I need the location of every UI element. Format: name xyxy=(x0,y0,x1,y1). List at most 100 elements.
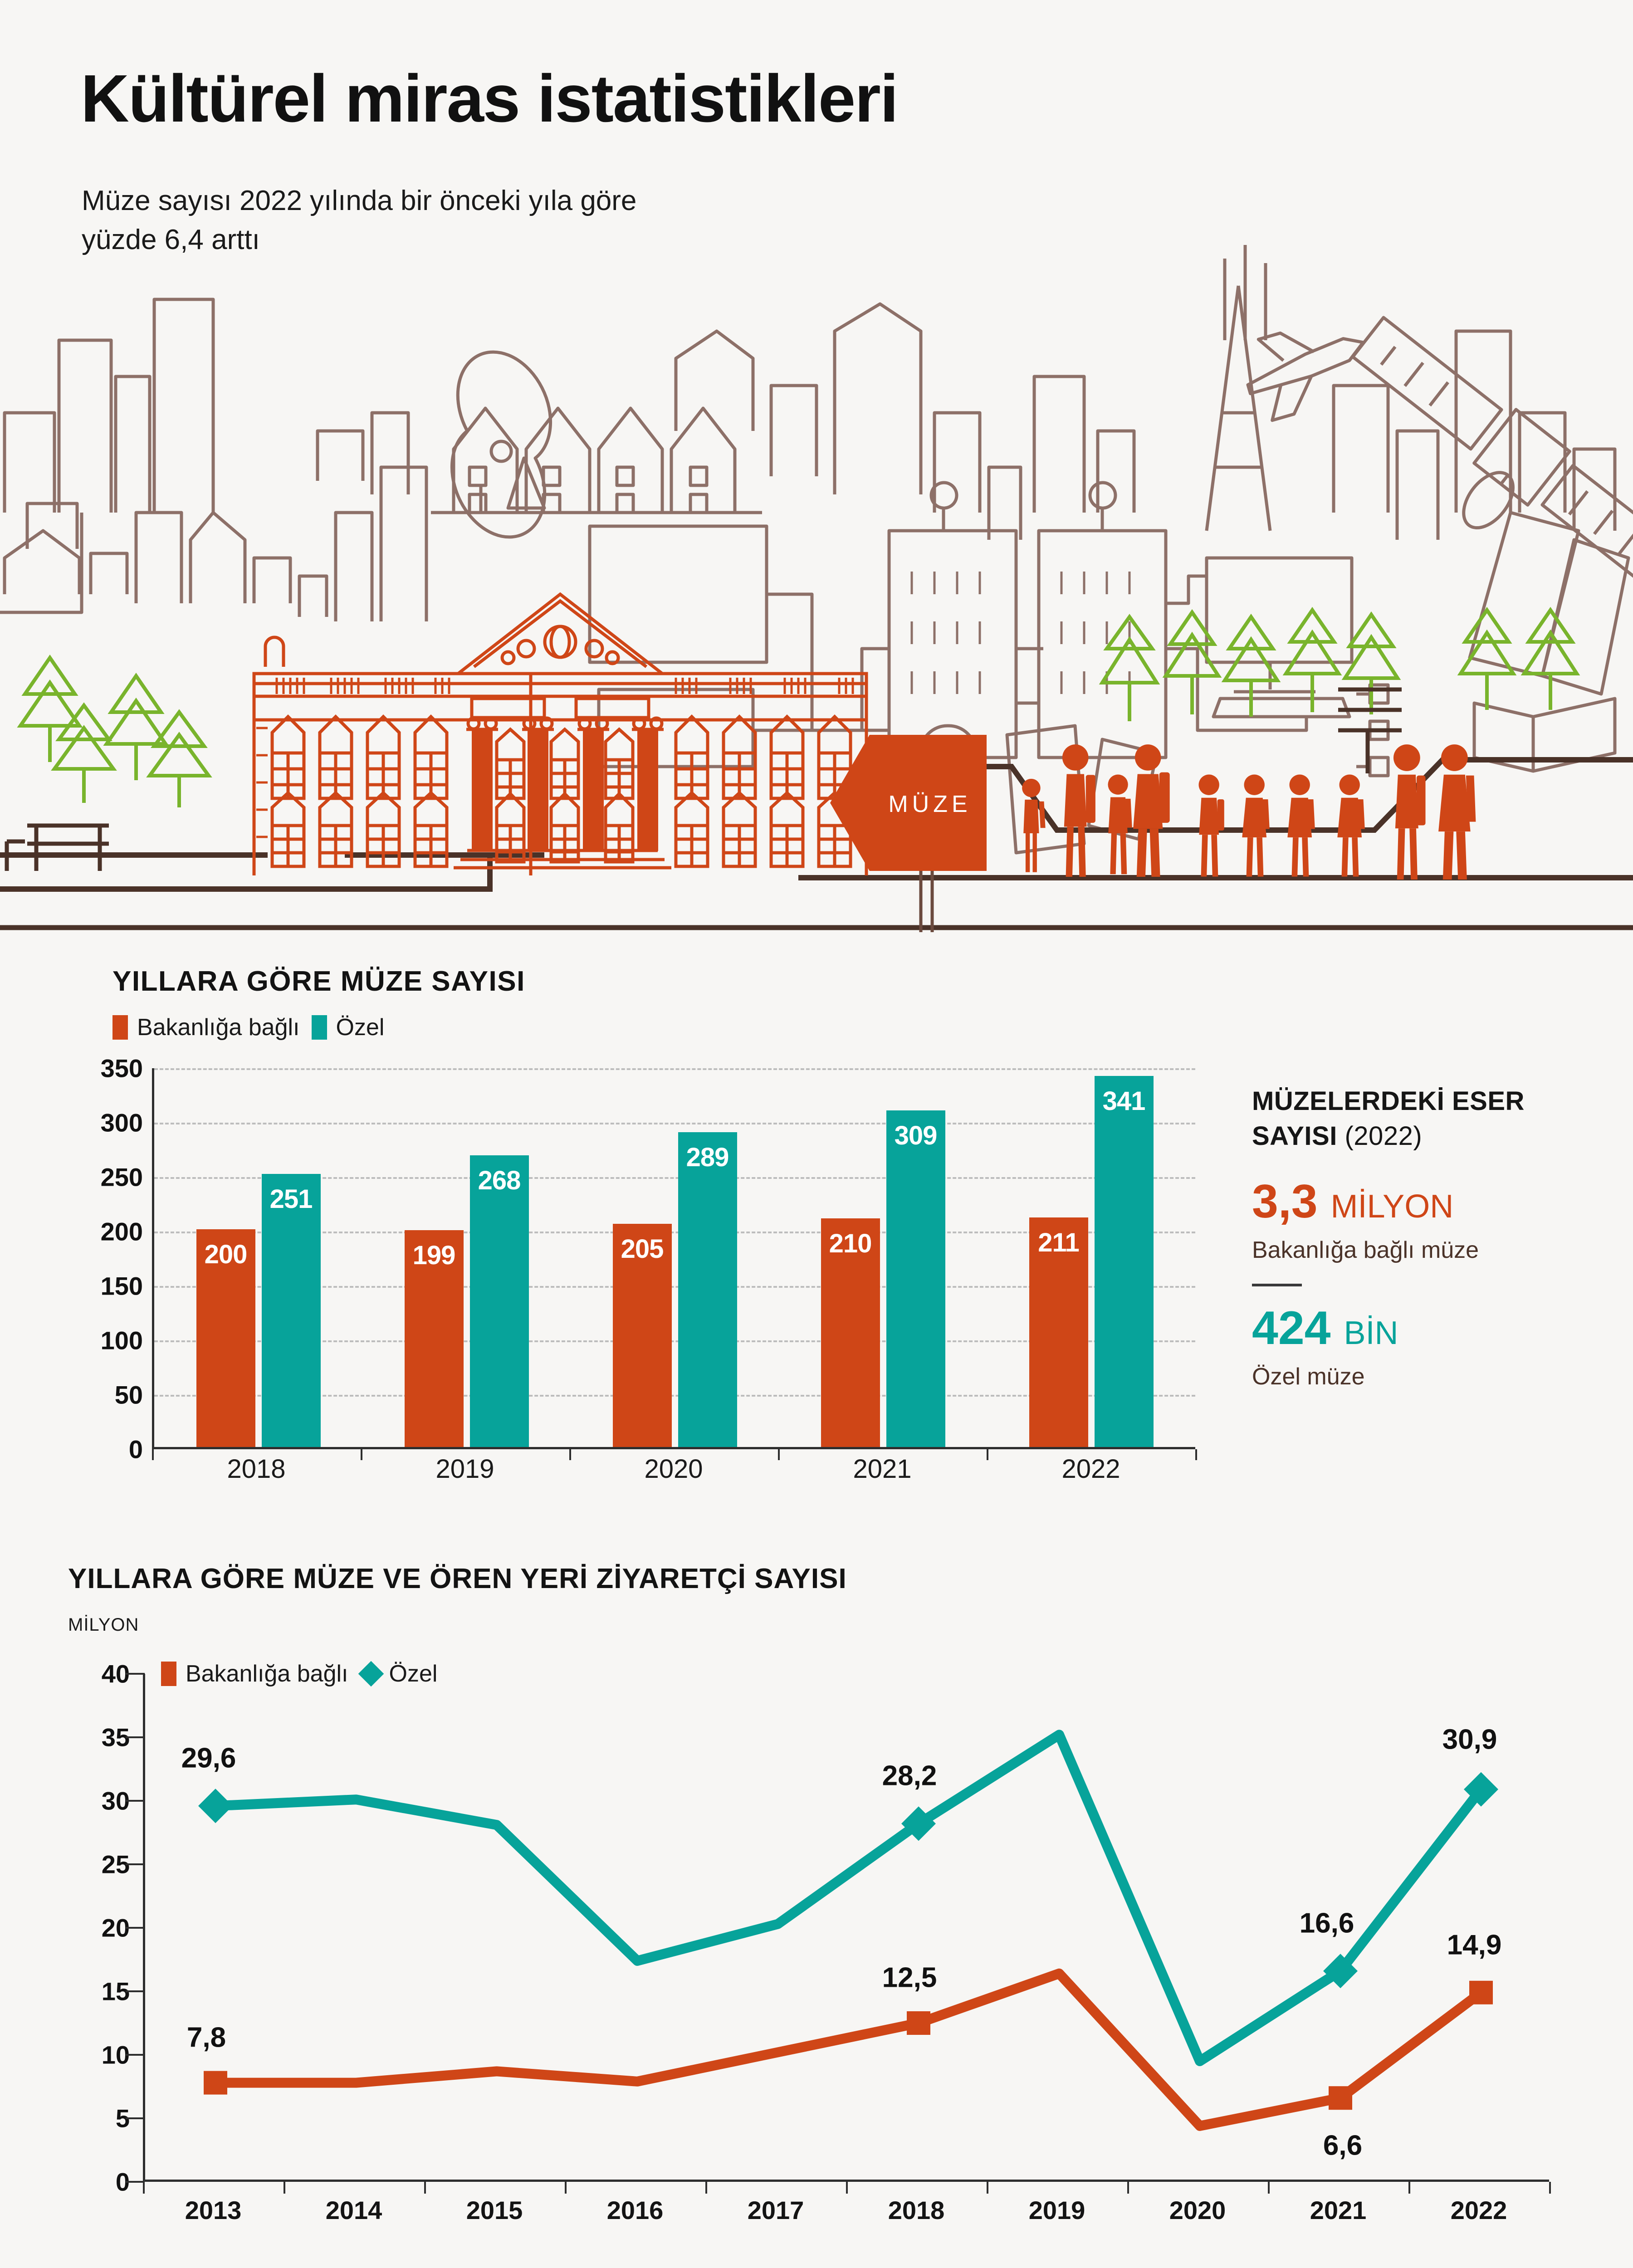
line-x-tick-label: 2015 xyxy=(466,2196,523,2224)
line-y-tick xyxy=(126,1800,145,1802)
line-y-tick xyxy=(126,1990,145,1992)
line-data-marker xyxy=(907,2011,930,2035)
stat-unit: BİN xyxy=(1344,1315,1398,1351)
bar-group: 210 309 xyxy=(821,1110,945,1447)
line-x-tick-label: 2021 xyxy=(1310,2196,1367,2224)
bar-gridline xyxy=(154,1340,1195,1342)
line-chart-plot xyxy=(143,1674,1549,2182)
line-x-tick xyxy=(424,2182,426,2194)
tree-icons-right xyxy=(1099,606,1580,721)
bar-gridline xyxy=(154,1286,1195,1288)
line-y-tick-label: 20 xyxy=(101,1913,130,1942)
bar-chart-x-axis: 2018 2019 2020 2021 2022 xyxy=(152,1454,1195,1484)
ground-lines xyxy=(0,757,1633,930)
stat-value: 424 xyxy=(1252,1301,1331,1354)
bar-x-tick-label: 2020 xyxy=(644,1454,703,1484)
bar-value-label: 211 xyxy=(1038,1227,1080,1257)
stat-value: 3,3 xyxy=(1252,1175,1318,1228)
line-x-tick-label: 2017 xyxy=(747,2196,804,2224)
line-chart-x-axis: 2013 2014 2015 2016 2017 2018 2019 2020 2021 2022 xyxy=(143,2195,1549,2232)
bar--zel: 268 xyxy=(469,1155,529,1447)
line-data-marker xyxy=(1464,1772,1498,1807)
bar-y-tick-label: 100 xyxy=(100,1326,143,1355)
artifact-count-panel: MÜZELERDEKİ ESER SAYISI (2022) 3,3 MİLYO… xyxy=(1252,1084,1597,1392)
line-data-marker xyxy=(901,1806,936,1841)
line-y-tick-label: 35 xyxy=(101,1723,130,1752)
city-skyline-outline xyxy=(0,245,1633,859)
line-x-tick xyxy=(1549,2182,1551,2194)
panel-title-year: (2022) xyxy=(1345,1121,1423,1151)
bar-value-label: 205 xyxy=(621,1234,664,1264)
line-y-tick xyxy=(126,1927,145,1929)
line-x-tick-label: 2014 xyxy=(325,2196,382,2224)
bar-value-label: 341 xyxy=(1102,1086,1146,1116)
bar-value-label: 199 xyxy=(412,1241,456,1271)
bar-bakanl-a-ba-l-: 205 xyxy=(612,1224,672,1447)
tree-icons-left xyxy=(17,654,212,807)
legend-label: Özel xyxy=(389,1661,438,1687)
line-y-tick-label: 40 xyxy=(101,1659,130,1688)
bar-x-tick xyxy=(778,1449,780,1460)
line-y-tick-label: 25 xyxy=(101,1850,130,1879)
legend-item-bakanliga-bagli: Bakanlığa bağlı xyxy=(112,1014,300,1041)
bar-x-tick xyxy=(1195,1449,1197,1460)
line-series-bakanl-a-ba-l- xyxy=(210,1968,1486,2131)
line-y-tick xyxy=(126,1673,145,1675)
bar-group: 211 341 xyxy=(1029,1075,1154,1447)
bar--zel: 309 xyxy=(886,1110,945,1447)
bar-value-label: 251 xyxy=(269,1184,313,1214)
bar-y-tick-label: 350 xyxy=(100,1054,143,1083)
line-chart-series xyxy=(198,1730,1498,2131)
line-x-tick-label: 2022 xyxy=(1450,2196,1507,2224)
bench-icons xyxy=(5,687,1402,871)
line-x-tick xyxy=(705,2182,707,2194)
bar-chart-x-ticks xyxy=(152,1449,1197,1460)
bar-y-tick-label: 200 xyxy=(100,1217,143,1246)
line-x-tick xyxy=(565,2182,567,2194)
line-x-tick-label: 2019 xyxy=(1028,2196,1085,2224)
bar-y-tick-label: 0 xyxy=(128,1435,143,1464)
bar-chart-y-axis: 0 50 100 150 200 250 300 350 xyxy=(68,1054,147,1464)
stat-ministry-caption: Bakanlığa bağlı müze xyxy=(1252,1237,1479,1264)
legend-label: Bakanlığa bağlı xyxy=(137,1014,300,1041)
line-chart-y-axis: 0 5 10 15 20 25 30 35 40 xyxy=(68,1660,136,2196)
line-chart-unit-label: MİLYON xyxy=(68,1615,139,1635)
line-data-marker xyxy=(204,2071,227,2095)
line-data-marker xyxy=(1469,1980,1493,2004)
bar--zel: 251 xyxy=(261,1173,321,1447)
line-data-marker xyxy=(198,1789,233,1823)
line-data-marker xyxy=(1323,1954,1358,1989)
panel-title: MÜZELERDEKİ ESER SAYISI (2022) xyxy=(1252,1084,1597,1154)
bar-x-tick-label: 2019 xyxy=(435,1454,494,1484)
bar-chart-bars: 200 251 199 268 205 289 210 309 211 341 xyxy=(154,1068,1195,1447)
muze-sign: MÜZE xyxy=(830,735,987,932)
line-y-tick xyxy=(126,2117,145,2119)
bar-chart: 0 50 100 150 200 250 300 350 200 251 199 268 205 289… xyxy=(68,1054,1197,1484)
bar-gridline xyxy=(154,1232,1195,1233)
visitor-pictograms xyxy=(1022,744,1476,880)
bar-bakanl-a-ba-l-: 211 xyxy=(1029,1217,1088,1447)
legend-item-bakanliga-bagli: Bakanlığa bağlı xyxy=(161,1660,348,1687)
legend-swatch-teal-icon xyxy=(311,1015,327,1040)
line-y-tick-label: 30 xyxy=(101,1786,130,1815)
bar-x-tick-label: 2022 xyxy=(1061,1454,1120,1484)
bar-bakanl-a-ba-l-: 210 xyxy=(821,1218,880,1447)
line-x-tick-label: 2018 xyxy=(888,2196,945,2224)
muze-sign-label: MÜZE xyxy=(888,791,971,817)
legend-item-ozel: Özel xyxy=(311,1014,384,1041)
stat-private-artifacts: 424 BİN xyxy=(1252,1305,1597,1352)
bar--zel: 289 xyxy=(678,1132,737,1447)
bar-group: 199 268 xyxy=(404,1155,529,1447)
legend-item-ozel: Özel xyxy=(358,1660,438,1687)
bar-value-label: 268 xyxy=(478,1165,521,1195)
stat-ministry-artifacts: 3,3 MİLYON xyxy=(1252,1178,1597,1225)
bar-chart-title: YILLARA GÖRE MÜZE SAYISI xyxy=(112,966,525,997)
legend-swatch-orange-icon xyxy=(112,1015,128,1040)
bar-gridline xyxy=(154,1068,1195,1070)
line-x-tick xyxy=(143,2182,145,2194)
bar--zel: 341 xyxy=(1094,1075,1154,1447)
museum-columns xyxy=(466,716,664,851)
line-data-marker xyxy=(1329,2086,1352,2110)
line-y-tick-label: 15 xyxy=(101,1977,130,2006)
bar-chart-legend: Bakanlığa bağlı Özel xyxy=(112,1014,384,1041)
